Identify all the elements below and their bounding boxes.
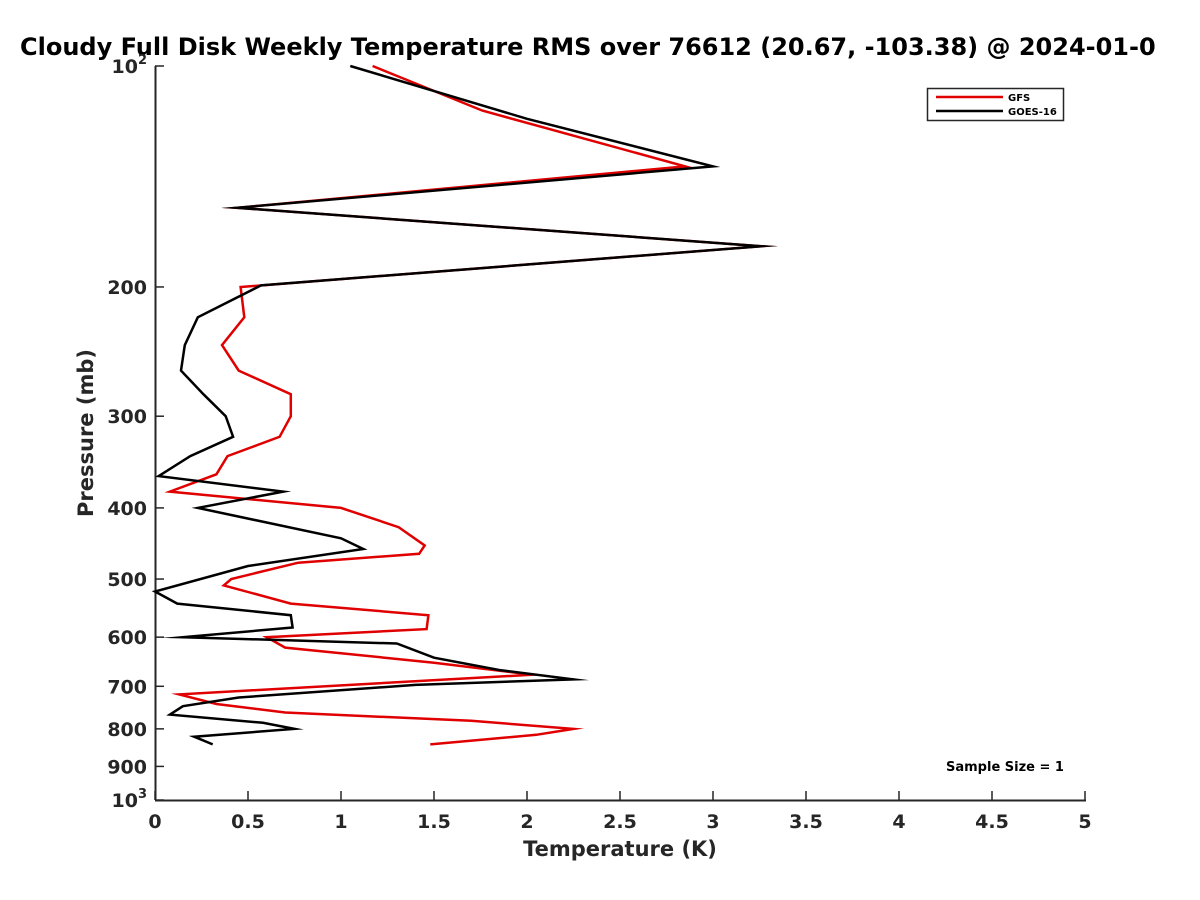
- y-tick-exponent: 2: [138, 53, 147, 68]
- x-tick-label: 4: [892, 811, 905, 833]
- x-tick-label: 4.5: [975, 811, 1009, 833]
- y-tick-exponent: 3: [138, 787, 147, 802]
- x-tick-label: 5: [1078, 811, 1091, 833]
- legend-box: [926, 87, 1065, 122]
- y-tick-label: 600: [107, 627, 147, 649]
- y-tick-base: 10: [112, 56, 138, 78]
- x-tick-label: 3.5: [789, 811, 823, 833]
- x-tick-label: 3: [706, 811, 719, 833]
- y-tick-label: 200: [107, 277, 147, 299]
- series-line-goes-16: [151, 64, 778, 746]
- legend-goes-label: GOES-16: [1008, 107, 1057, 118]
- chart-title: Cloudy Full Disk Weekly Temperature RMS …: [20, 33, 1156, 61]
- x-tick-label: 0.5: [231, 811, 265, 833]
- axes: 0 0.5 1 1.5 2 2.5 3 3.5 4 4.5 5 102200300400500600…: [107, 53, 1091, 833]
- y-tick-label: 500: [107, 569, 147, 591]
- legend-gfs-label: GFS: [1008, 93, 1030, 104]
- y-tick-label: 800: [107, 719, 147, 741]
- y-tick-label: 102: [112, 53, 148, 78]
- x-tick-label: 1.5: [417, 811, 451, 833]
- y-tick-label: 103: [112, 787, 148, 812]
- series-line-gfs: [164, 64, 778, 746]
- series-lines: [151, 64, 778, 746]
- x-tick-label: 2.5: [603, 811, 637, 833]
- y-axis-label: Pressure (mb): [74, 349, 98, 517]
- sample-size-annotation: Sample Size = 1: [946, 760, 1064, 775]
- x-tick-label: 1: [334, 811, 347, 833]
- x-tick-label: 0: [148, 811, 161, 833]
- legend: GFS GOES-16: [926, 87, 1065, 122]
- x-ticks: 0 0.5 1 1.5 2 2.5 3 3.5 4 4.5 5: [148, 791, 1092, 833]
- y-tick-label: 400: [107, 498, 147, 520]
- y-tick-label: 300: [107, 406, 147, 428]
- y-tick-base: 10: [112, 790, 138, 812]
- x-axis-label: Temperature (K): [523, 837, 717, 861]
- x-tick-label: 2: [520, 811, 533, 833]
- y-tick-label: 900: [107, 756, 147, 778]
- y-tick-label: 700: [107, 676, 147, 698]
